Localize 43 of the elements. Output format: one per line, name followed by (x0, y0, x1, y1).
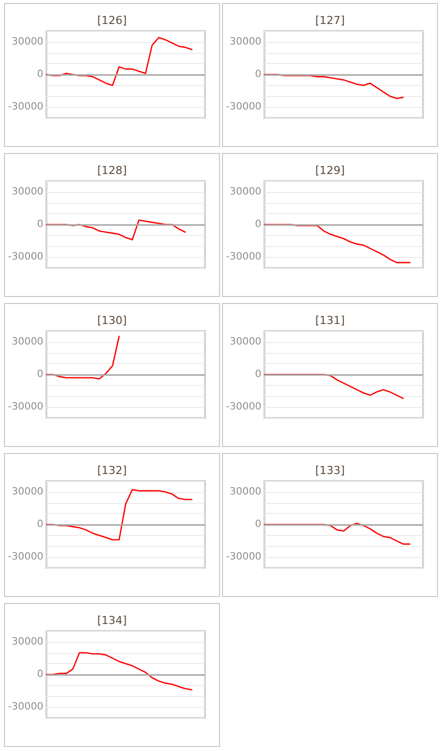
line-series (264, 522, 410, 545)
y-tick-label: 0 (37, 69, 44, 80)
chart-title: [127] (315, 14, 345, 27)
y-tick-label: -30000 (226, 552, 262, 563)
y-tick-label: 30000 (12, 336, 44, 348)
y-tick-label: 30000 (12, 636, 44, 648)
chart-title: [134] (97, 614, 127, 627)
chart-title: [132] (97, 464, 127, 477)
y-tick-label: 0 (37, 519, 44, 530)
y-tick-label: 0 (37, 669, 44, 680)
line-series (46, 336, 120, 380)
y-tick-label: -30000 (8, 702, 44, 713)
y-tick-label: 0 (255, 369, 262, 380)
chart-title: [133] (315, 464, 345, 477)
y-tick-label: -30000 (226, 402, 262, 413)
y-tick-label: 0 (255, 69, 262, 80)
y-tick-label: -30000 (8, 102, 44, 113)
line-series (46, 489, 192, 540)
y-tick-label: 30000 (12, 486, 44, 498)
line-series (46, 36, 192, 86)
y-tick-label: -30000 (226, 102, 262, 113)
y-tick-label: 30000 (230, 336, 262, 348)
y-tick-label: 30000 (230, 186, 262, 198)
y-tick-label: 0 (255, 519, 262, 530)
line-series (264, 374, 404, 400)
y-tick-label: 0 (37, 219, 44, 230)
y-tick-label: 30000 (12, 36, 44, 48)
y-tick-label: 0 (255, 219, 262, 230)
y-tick-label: -30000 (226, 252, 262, 263)
chart-title: [131] (315, 314, 345, 327)
chart-title: [128] (97, 164, 127, 177)
y-tick-label: 0 (37, 369, 44, 380)
line-series (46, 652, 192, 690)
y-tick-label: 30000 (230, 486, 262, 498)
chart-title: [126] (97, 14, 127, 27)
chart-title: [130] (97, 314, 127, 327)
line-series (46, 220, 186, 240)
y-tick-label: -30000 (8, 552, 44, 563)
y-tick-label: -30000 (8, 402, 44, 413)
chart-title: [129] (315, 164, 345, 177)
y-tick-label: -30000 (8, 252, 44, 263)
y-tick-label: 30000 (12, 186, 44, 198)
y-tick-label: 30000 (230, 36, 262, 48)
